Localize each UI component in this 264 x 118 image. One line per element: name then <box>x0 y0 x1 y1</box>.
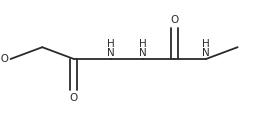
Text: N: N <box>139 48 147 58</box>
Text: H: H <box>139 39 147 49</box>
Text: H: H <box>202 39 210 49</box>
Text: N: N <box>202 48 210 58</box>
Text: O: O <box>70 93 78 103</box>
Text: N: N <box>107 48 115 58</box>
Text: HO: HO <box>0 54 9 64</box>
Text: O: O <box>170 15 178 25</box>
Text: H: H <box>107 39 115 49</box>
